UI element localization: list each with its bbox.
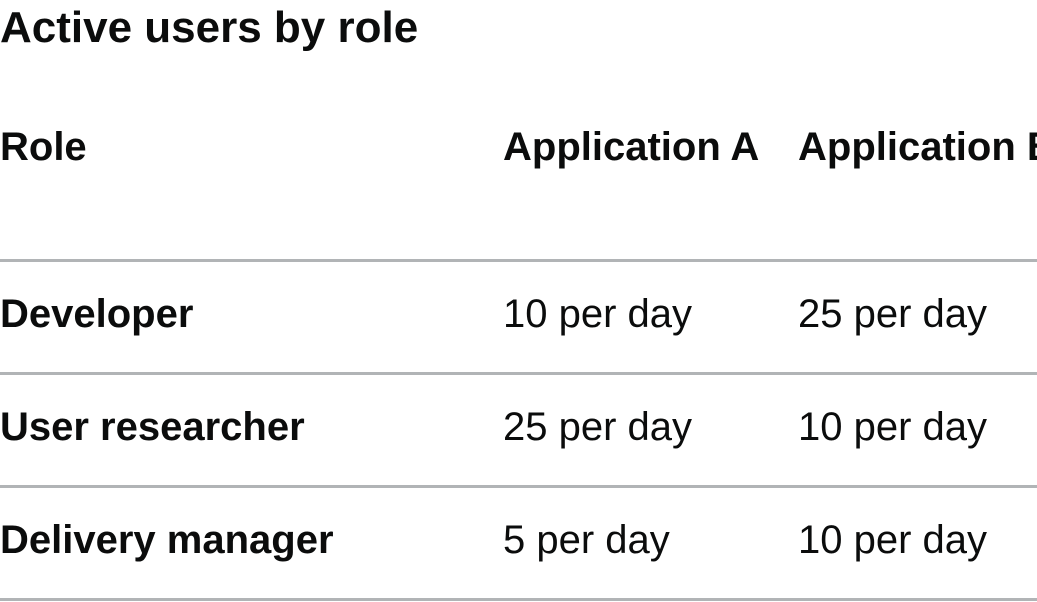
table-body: Developer 10 per day 25 per day User res… — [0, 260, 1037, 601]
header-application-a-label: Application A — [503, 125, 760, 169]
cell-application-b: 10 per day — [798, 486, 1037, 601]
table-row: User researcher 25 per day 10 per day — [0, 373, 1037, 488]
row-role: User researcher — [0, 373, 503, 488]
header-application-b: Application B — [798, 119, 1037, 262]
header-application-b-label: Application B — [798, 125, 1037, 169]
cell-application-a: 5 per day — [503, 486, 798, 601]
cell-application-a: 25 per day — [503, 373, 798, 488]
header-application-a: Application A — [503, 119, 798, 262]
cell-application-b: 10 per day — [798, 373, 1037, 488]
table-row: Delivery manager 5 per day 10 per day — [0, 486, 1037, 601]
header-role: Role — [0, 119, 503, 262]
table-row: Developer 10 per day 25 per day — [0, 260, 1037, 375]
row-role: Delivery manager — [0, 486, 503, 601]
table-caption: Active users by role — [0, 3, 419, 52]
header-row: Role Application A Application B — [0, 119, 1037, 262]
active-users-table: Role Application A Application B Develop… — [0, 119, 1037, 601]
cell-application-a: 10 per day — [503, 260, 798, 375]
table-header: Role Application A Application B — [0, 119, 1037, 262]
cell-application-b: 25 per day — [798, 260, 1037, 375]
row-role: Developer — [0, 260, 503, 375]
